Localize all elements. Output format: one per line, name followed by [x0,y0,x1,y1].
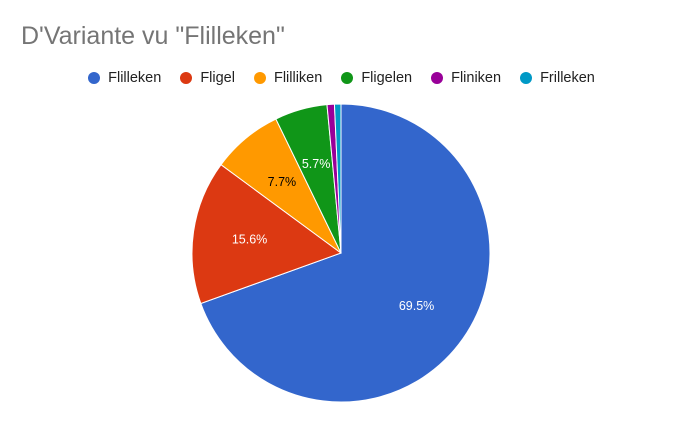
data-label-flilleken: 69.5% [399,299,434,313]
pie-slice-fligel[interactable] [191,163,343,305]
legend-label: Flilliken [273,70,323,86]
legend-item-flilleken[interactable]: Flilleken [88,70,161,86]
legend-item-fliniken[interactable]: Fliniken [431,70,501,86]
legend-swatch [520,72,533,84]
data-label-flilliken: 7.7% [268,175,297,189]
legend-swatch [431,72,444,84]
legend: Flilleken Fligel Flilliken Fligelen Flin… [0,70,683,86]
legend-label: Fligelen [361,70,413,86]
legend-label: Frilleken [540,70,595,86]
legend-item-flilliken[interactable]: Flilliken [253,70,323,86]
legend-swatch [253,72,266,84]
legend-swatch [180,72,193,84]
data-label-fligelen: 5.7% [302,157,331,171]
legend-swatch [88,72,101,84]
legend-item-fligel[interactable]: Fligel [180,70,235,86]
legend-item-frilleken[interactable]: Frilleken [520,70,595,86]
legend-label: Flilleken [108,70,162,86]
legend-swatch [341,72,354,84]
legend-label: Fliniken [451,70,502,86]
chart-title: D'Variante vu "Flilleken" [21,22,285,50]
pie-slice-frilleken[interactable] [333,103,342,254]
pie-slice-flilleken[interactable] [200,103,491,403]
legend-item-fligelen[interactable]: Fligelen [341,70,412,86]
data-label-fligel: 15.6% [232,233,267,247]
legend-label: Fligel [200,70,235,86]
